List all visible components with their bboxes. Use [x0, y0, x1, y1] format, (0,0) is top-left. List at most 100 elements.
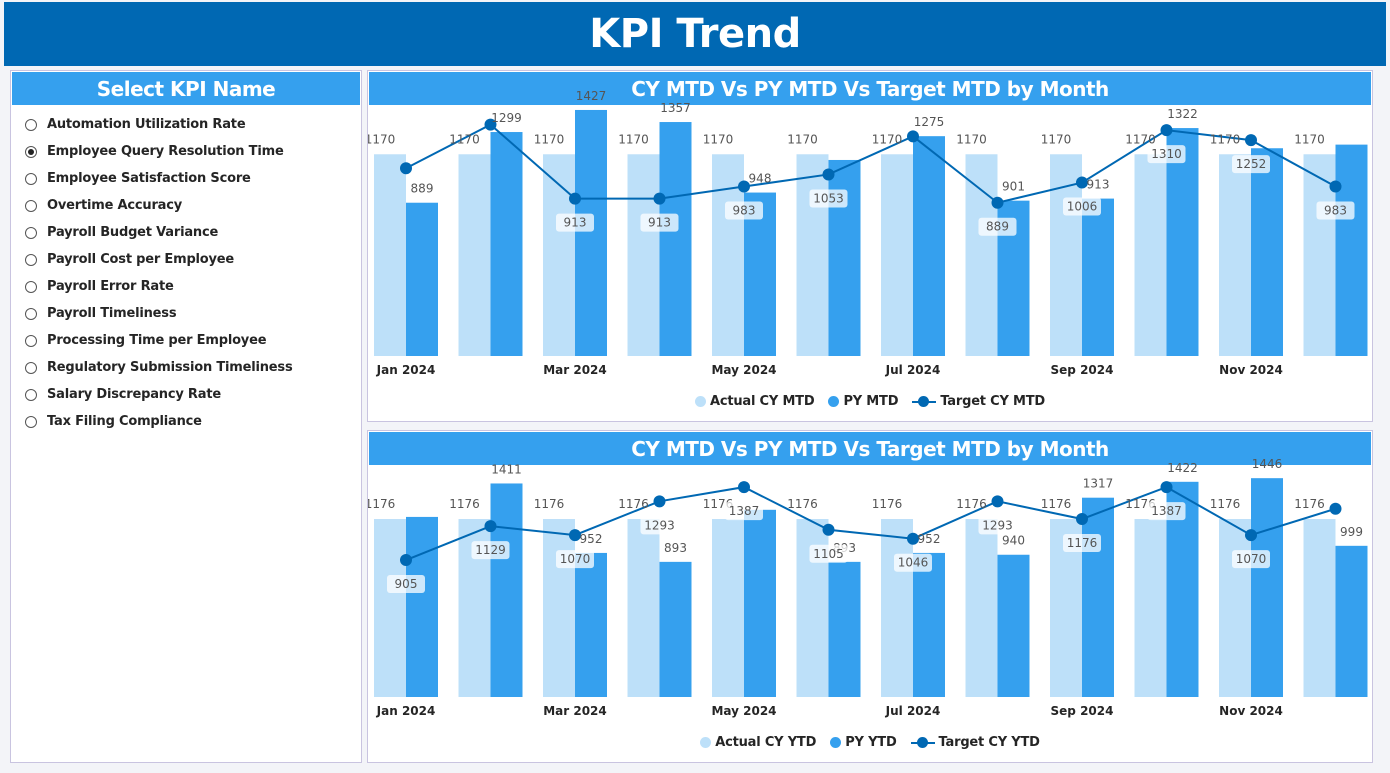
radio-button[interactable] — [25, 226, 37, 239]
bar-py[interactable] — [1335, 545, 1368, 697]
bar-actual[interactable] — [543, 519, 575, 697]
bar-py[interactable] — [913, 552, 945, 697]
radio-button[interactable] — [25, 307, 37, 320]
target-point[interactable] — [653, 192, 666, 205]
kpi-option[interactable]: Salary Discrepancy Rate — [25, 381, 293, 408]
legend-item-actual[interactable]: Actual CY MTD — [694, 394, 815, 409]
target-point[interactable] — [738, 180, 750, 193]
bar-py[interactable] — [575, 552, 607, 697]
bar-py[interactable] — [1082, 497, 1114, 697]
target-point[interactable] — [1160, 481, 1173, 494]
bar-actual[interactable] — [712, 519, 744, 697]
target-point[interactable] — [738, 481, 750, 494]
radio-button[interactable] — [25, 361, 37, 374]
bar-actual[interactable] — [1134, 154, 1167, 356]
kpi-option[interactable]: Payroll Cost per Employee — [25, 246, 293, 273]
radio-button[interactable] — [25, 280, 37, 293]
target-point[interactable] — [991, 196, 1004, 209]
target-point[interactable] — [991, 495, 1004, 508]
bar-actual[interactable] — [1219, 519, 1251, 697]
bar-py[interactable] — [575, 109, 607, 356]
bar-py[interactable] — [828, 561, 861, 697]
bar-py[interactable] — [406, 516, 438, 697]
target-point[interactable] — [1329, 180, 1342, 193]
radio-button[interactable] — [25, 199, 37, 212]
x-tick-label: Mar 2024 — [543, 363, 607, 377]
target-point[interactable] — [400, 554, 412, 567]
bar-actual[interactable] — [881, 154, 913, 356]
bar-actual[interactable] — [374, 154, 406, 356]
bar-py[interactable] — [1166, 128, 1199, 356]
target-point[interactable] — [569, 192, 581, 205]
bar-py[interactable] — [1335, 144, 1368, 356]
target-point[interactable] — [822, 168, 835, 181]
bar-py[interactable] — [1251, 478, 1283, 697]
target-point[interactable] — [400, 162, 412, 175]
bar-actual[interactable] — [965, 519, 998, 697]
bar-actual[interactable] — [1303, 519, 1336, 697]
radio-button[interactable] — [25, 253, 37, 266]
bar-actual[interactable] — [881, 519, 913, 697]
bar-py[interactable] — [1251, 148, 1283, 356]
legend-item-target[interactable]: Target CY MTD — [912, 394, 1045, 409]
kpi-option[interactable]: Employee Satisfaction Score — [25, 165, 293, 192]
target-point[interactable] — [1076, 176, 1088, 189]
kpi-option[interactable]: Payroll Error Rate — [25, 273, 293, 300]
bar-actual[interactable] — [627, 154, 660, 356]
kpi-option[interactable]: Payroll Timeliness — [25, 300, 293, 327]
bar-actual[interactable] — [1219, 154, 1251, 356]
bar-actual[interactable] — [1134, 519, 1167, 697]
bar-py[interactable] — [659, 561, 692, 697]
bar-py[interactable] — [490, 132, 523, 356]
target-point[interactable] — [907, 532, 919, 545]
bar-py[interactable] — [406, 202, 438, 356]
radio-button[interactable] — [25, 145, 37, 158]
bar-py[interactable] — [997, 554, 1030, 697]
kpi-option[interactable]: Regulatory Submission Timeliness — [25, 354, 293, 381]
kpi-option[interactable]: Overtime Accuracy — [25, 192, 293, 219]
x-tick-label: Jul 2024 — [885, 704, 941, 718]
target-point[interactable] — [822, 523, 835, 536]
kpi-option[interactable]: Employee Query Resolution Time — [25, 138, 293, 165]
bar-actual[interactable] — [374, 519, 406, 697]
kpi-option[interactable]: Tax Filing Compliance — [25, 408, 293, 435]
legend-item-py[interactable]: PY YTD — [830, 735, 897, 750]
kpi-option[interactable]: Payroll Budget Variance — [25, 219, 293, 246]
legend-item-py[interactable]: PY MTD — [828, 394, 899, 409]
data-label-target: 1310 — [1151, 147, 1182, 161]
legend-item-target[interactable]: Target CY YTD — [910, 735, 1040, 750]
bar-actual[interactable] — [627, 519, 660, 697]
target-point[interactable] — [1245, 529, 1257, 542]
target-point[interactable] — [569, 529, 581, 542]
kpi-option[interactable]: Automation Utilization Rate — [25, 111, 293, 138]
radio-button[interactable] — [25, 388, 37, 401]
target-point[interactable] — [1245, 134, 1257, 147]
target-point[interactable] — [1160, 124, 1173, 137]
kpi-option[interactable]: Processing Time per Employee — [25, 327, 293, 354]
target-point[interactable] — [484, 118, 497, 131]
target-point[interactable] — [653, 495, 666, 508]
target-point[interactable] — [484, 520, 497, 533]
target-point[interactable] — [1076, 513, 1088, 526]
bar-py[interactable] — [659, 122, 692, 356]
target-point[interactable] — [907, 130, 919, 143]
bar-actual[interactable] — [458, 154, 491, 356]
bar-py[interactable] — [913, 136, 945, 356]
radio-button[interactable] — [25, 334, 37, 347]
bar-py[interactable] — [744, 509, 776, 697]
target-point[interactable] — [1329, 502, 1342, 515]
radio-button[interactable] — [25, 118, 37, 131]
radio-button[interactable] — [25, 415, 37, 428]
data-label-bg — [978, 217, 1017, 236]
bar-actual[interactable] — [796, 154, 829, 356]
bar-py[interactable] — [1082, 198, 1114, 356]
bar-actual[interactable] — [965, 154, 998, 356]
radio-button[interactable] — [25, 172, 37, 185]
bar-py[interactable] — [490, 483, 523, 697]
bar-py[interactable] — [744, 192, 776, 356]
legend-item-actual[interactable]: Actual CY YTD — [700, 735, 816, 750]
chart-legend: Actual CY YTD PY YTD Target CY YTD — [368, 735, 1372, 750]
bar-py[interactable] — [828, 159, 861, 356]
bar-actual[interactable] — [543, 154, 575, 356]
x-tick-label: Sep 2024 — [1051, 704, 1114, 718]
